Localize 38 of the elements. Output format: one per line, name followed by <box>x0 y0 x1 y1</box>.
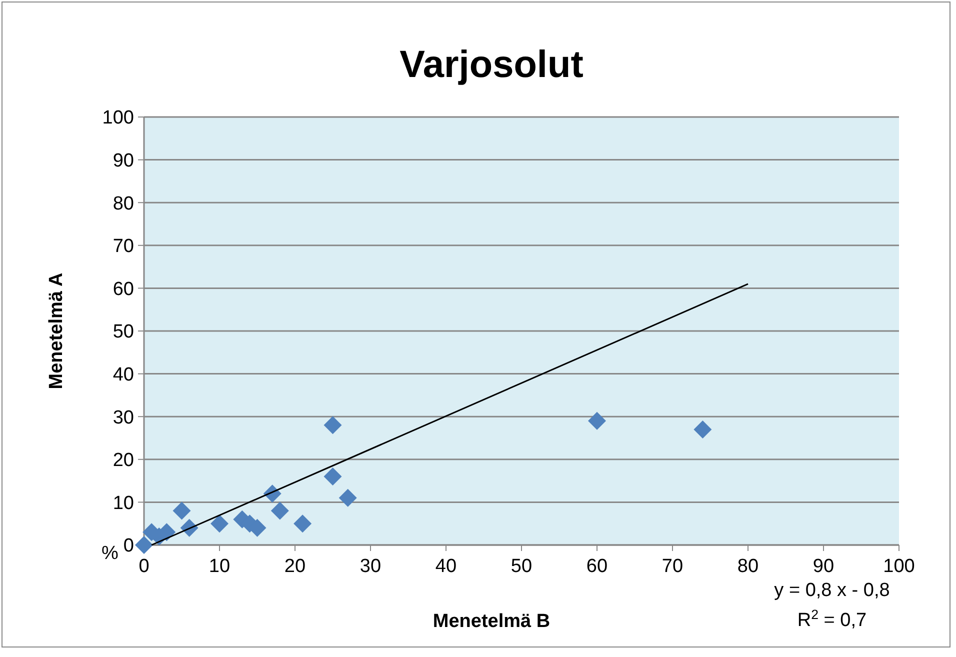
point <box>694 420 712 438</box>
x-tick-label: 20 <box>284 556 306 577</box>
point <box>588 412 606 430</box>
x-tick-label: 70 <box>662 556 684 577</box>
x-tick-label: 80 <box>737 556 759 577</box>
point <box>338 488 357 507</box>
y-tick-label: 60 <box>112 278 134 300</box>
x-tick-label: 40 <box>435 556 457 577</box>
y-tick-label: 0 <box>123 536 134 557</box>
point <box>135 536 153 554</box>
point <box>324 416 342 434</box>
chart-title: Varjosolut <box>400 44 584 86</box>
text: R$^{2}$ = 0,7 <box>797 606 867 631</box>
y-tick-label: 100 <box>102 108 134 129</box>
point <box>172 502 191 520</box>
x-tick-label: 100 <box>883 556 915 577</box>
y-tick-label: 20 <box>112 450 134 472</box>
y-axis-title: Menetelmä A <box>46 272 67 390</box>
y-tick-label: 50 <box>112 322 134 343</box>
point <box>324 468 342 486</box>
y-tick-label: 40 <box>112 364 134 386</box>
y-tick-label: 80 <box>112 193 134 214</box>
y-tick-label: 30 <box>112 407 134 428</box>
x-tick-label: 30 <box>360 556 382 577</box>
text: % <box>102 543 119 564</box>
x-tick-label: 60 <box>586 556 608 577</box>
x-tick-label: 50 <box>510 556 532 577</box>
x-tick-label: 0 <box>138 556 150 577</box>
y-tick-label: 90 <box>112 150 134 172</box>
x-tick-label: 90 <box>812 556 834 577</box>
y-tick-label: 10 <box>112 492 134 514</box>
text: y = 0,8 x - 0,8 <box>774 580 890 601</box>
point <box>270 502 289 520</box>
x-axis-title: Menetelmä B <box>432 611 550 632</box>
y-tick-label: 70 <box>112 236 134 258</box>
x-tick-label: 10 <box>208 556 230 577</box>
point <box>210 514 228 533</box>
point <box>294 514 312 533</box>
